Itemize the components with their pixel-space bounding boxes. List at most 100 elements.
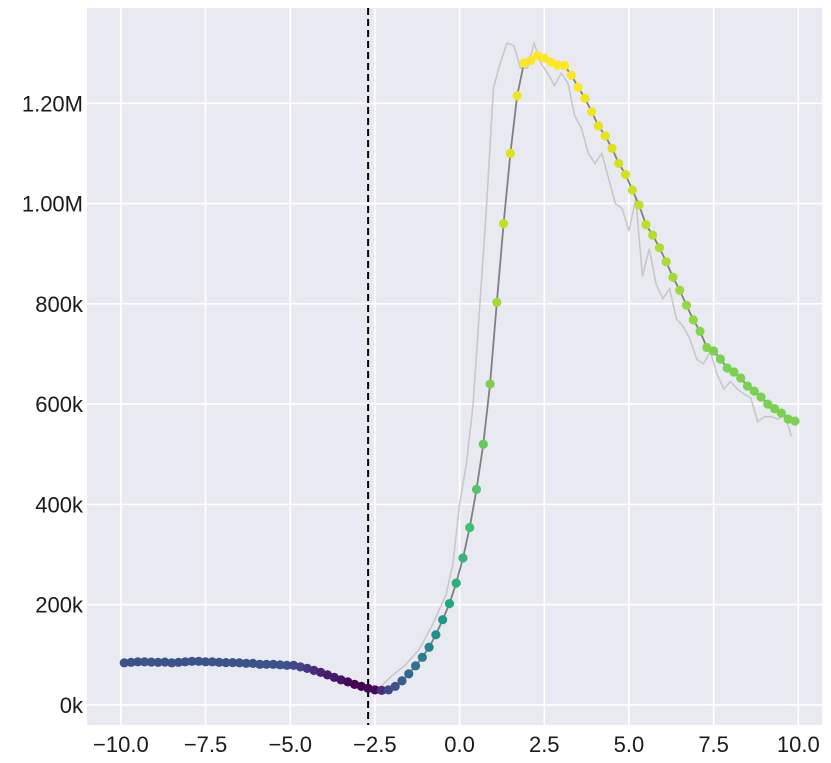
data-point bbox=[167, 658, 177, 668]
data-point bbox=[573, 82, 583, 92]
x-tick-label: −7.5 bbox=[184, 732, 227, 757]
data-point bbox=[478, 439, 488, 449]
x-tick-label: −10.0 bbox=[93, 732, 149, 757]
data-point bbox=[756, 392, 766, 402]
x-tick-label: 7.5 bbox=[698, 732, 729, 757]
data-point bbox=[194, 656, 204, 666]
data-point bbox=[146, 657, 156, 667]
data-point bbox=[200, 657, 211, 667]
data-point bbox=[648, 230, 658, 240]
data-point bbox=[126, 657, 136, 667]
data-point bbox=[234, 658, 245, 668]
data-point bbox=[736, 373, 746, 383]
data-point bbox=[424, 642, 434, 652]
x-tick-label: 10.0 bbox=[777, 732, 820, 757]
data-point bbox=[119, 658, 129, 668]
x-tick-label: 0.0 bbox=[444, 732, 475, 757]
data-point bbox=[742, 381, 753, 391]
data-point bbox=[566, 70, 576, 80]
data-point bbox=[600, 131, 610, 141]
data-point bbox=[465, 522, 475, 533]
data-point bbox=[749, 386, 759, 396]
data-point bbox=[410, 661, 421, 671]
data-point bbox=[417, 652, 427, 662]
data-point bbox=[539, 53, 549, 63]
data-point bbox=[661, 257, 671, 267]
data-point bbox=[214, 657, 224, 667]
data-point bbox=[769, 404, 780, 414]
data-point bbox=[593, 121, 604, 131]
data-point bbox=[614, 158, 624, 169]
data-point bbox=[207, 657, 217, 667]
data-point bbox=[377, 685, 387, 696]
data-point bbox=[654, 243, 665, 253]
data-point bbox=[485, 379, 495, 389]
data-point bbox=[709, 346, 719, 356]
gridlines bbox=[87, 8, 822, 725]
y-tick-label: 0k bbox=[60, 693, 84, 718]
data-point bbox=[627, 185, 637, 195]
data-point bbox=[587, 107, 597, 117]
data-point bbox=[668, 272, 678, 282]
data-point bbox=[139, 657, 150, 667]
y-tick-label: 1.20M bbox=[22, 91, 83, 116]
x-tick-label: 2.5 bbox=[529, 732, 560, 757]
data-point bbox=[370, 685, 380, 695]
data-point bbox=[187, 656, 197, 666]
data-point bbox=[268, 659, 278, 669]
data-point bbox=[228, 657, 238, 668]
data-point bbox=[729, 367, 739, 377]
plot-background bbox=[87, 8, 822, 725]
data-point bbox=[160, 657, 170, 667]
x-tick-label: 5.0 bbox=[614, 732, 645, 757]
data-point bbox=[512, 91, 522, 101]
data-point bbox=[492, 297, 502, 307]
data-point bbox=[248, 658, 258, 668]
data-point bbox=[221, 657, 231, 668]
y-tick-label: 800k bbox=[35, 292, 84, 317]
y-tick-label: 600k bbox=[35, 392, 84, 417]
data-point bbox=[173, 657, 184, 667]
data-point bbox=[620, 169, 631, 180]
data-point bbox=[390, 681, 400, 691]
data-point bbox=[526, 56, 536, 66]
data-point bbox=[702, 342, 712, 353]
data-point bbox=[634, 200, 644, 210]
data-point bbox=[383, 685, 394, 695]
data-point bbox=[282, 660, 292, 670]
data-point bbox=[505, 148, 515, 159]
data-point bbox=[275, 660, 285, 670]
data-point bbox=[471, 484, 482, 494]
data-point bbox=[404, 669, 414, 679]
data-point bbox=[133, 657, 143, 667]
x-axis-tick-labels: −10.0 −7.5 −5.0 −2.5 0.0 2.5 5.0 7.5 10.0 bbox=[93, 732, 820, 757]
data-point bbox=[397, 676, 407, 686]
data-point bbox=[241, 658, 251, 668]
data-point bbox=[255, 659, 265, 669]
points-layer bbox=[119, 51, 800, 696]
y-tick-label: 400k bbox=[35, 492, 84, 517]
data-point bbox=[559, 61, 570, 71]
y-tick-label: 200k bbox=[35, 593, 84, 618]
data-point bbox=[776, 408, 786, 418]
x-tick-label: −2.5 bbox=[353, 732, 396, 757]
data-point bbox=[688, 315, 698, 325]
data-point bbox=[180, 657, 190, 667]
data-point bbox=[153, 657, 163, 667]
data-point bbox=[675, 285, 685, 295]
data-point bbox=[444, 599, 455, 609]
data-point bbox=[261, 659, 272, 669]
data-point bbox=[715, 354, 725, 364]
data-point bbox=[641, 220, 651, 230]
data-point bbox=[695, 326, 705, 337]
data-point bbox=[451, 578, 461, 588]
data-point bbox=[580, 93, 590, 103]
data-point bbox=[431, 630, 441, 640]
data-point bbox=[607, 143, 617, 153]
data-point bbox=[681, 300, 692, 310]
data-point bbox=[790, 416, 800, 426]
y-tick-label: 1.00M bbox=[22, 192, 83, 217]
x-tick-label: −5.0 bbox=[269, 732, 312, 757]
data-point bbox=[499, 219, 509, 229]
